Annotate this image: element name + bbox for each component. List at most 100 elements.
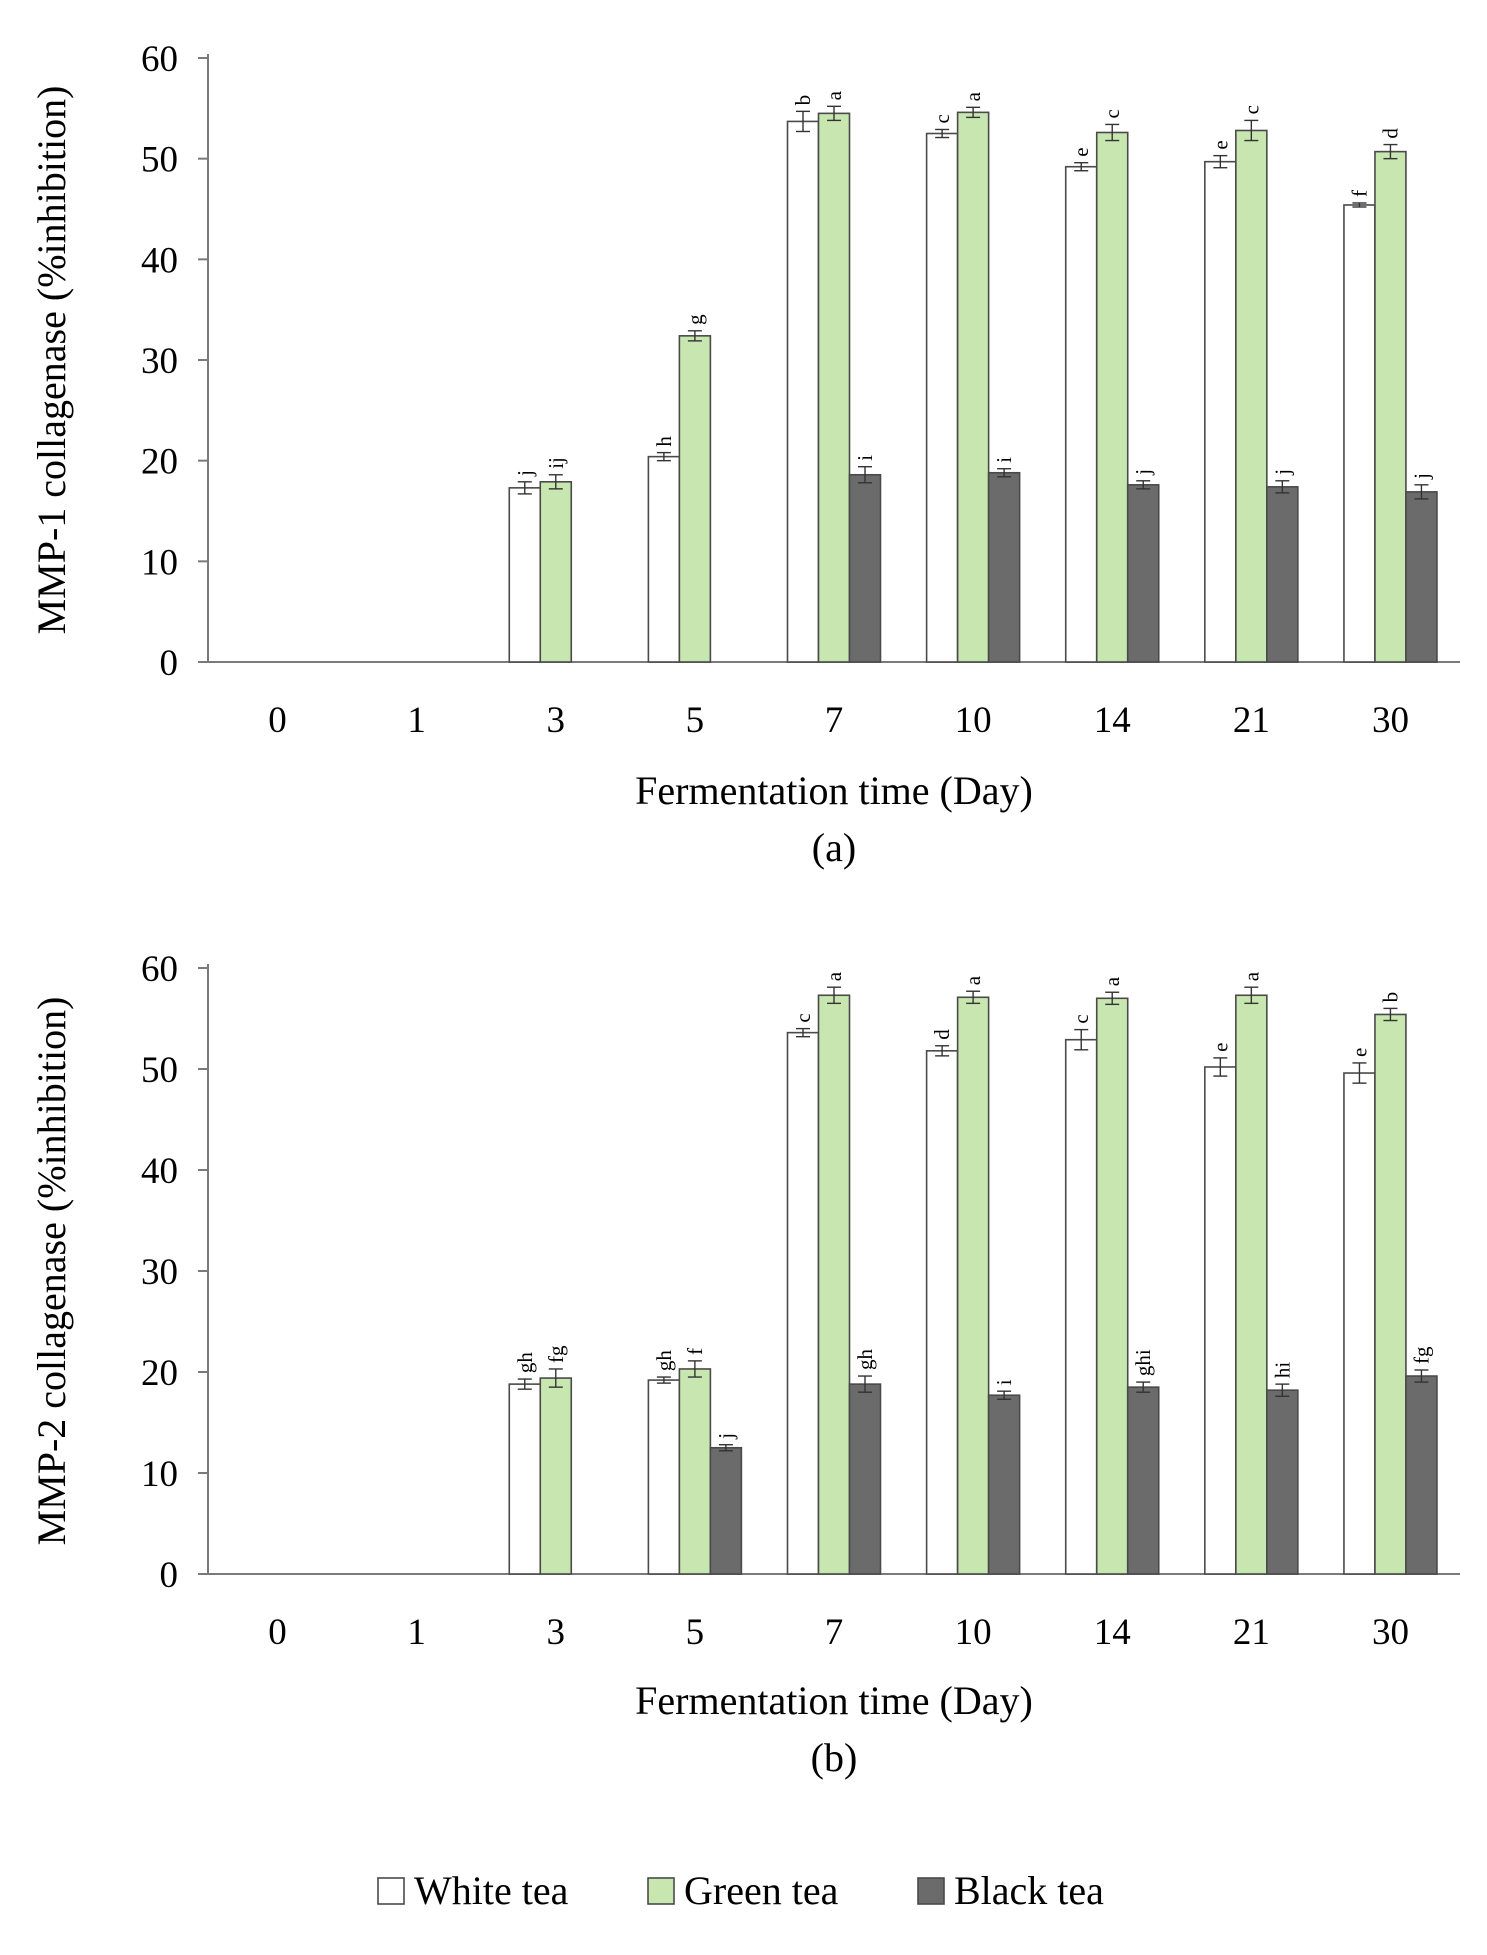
y-tick-label: 50 (141, 140, 178, 181)
error-bar (1136, 1381, 1151, 1393)
error-bar (1383, 1007, 1398, 1022)
significance-label: gh (513, 1352, 537, 1374)
error-bar (997, 1390, 1012, 1400)
bar-black-tea (709, 1446, 743, 1575)
bar-green-tea (1235, 129, 1268, 663)
bar-green-tea (1095, 131, 1129, 663)
y-tick-label: 20 (141, 442, 178, 483)
y-tick-label: 60 (141, 949, 178, 990)
bar-black-tea (1126, 1386, 1160, 1575)
bar-white-tea (508, 487, 542, 663)
y-axis-title: MMP-1 collagenase (%inhibition) (29, 86, 74, 635)
error-bar (966, 990, 981, 1005)
error-bar (796, 110, 810, 133)
bar-white-tea (925, 1050, 959, 1575)
error-bar (1105, 123, 1120, 142)
x-tick-label: 14 (1094, 700, 1131, 741)
y-tick-label: 60 (141, 39, 178, 80)
x-tick-label: 30 (1372, 700, 1409, 741)
significance-label: c (1239, 105, 1263, 114)
significance-label: i (853, 455, 877, 461)
error-bar (1275, 1383, 1290, 1397)
y-tick-label: 30 (141, 341, 178, 382)
error-bar (1275, 480, 1290, 494)
significance-label: gh (853, 1349, 877, 1371)
significance-label: b (791, 95, 815, 106)
error-bar (1213, 1057, 1228, 1077)
significance-label: j (1131, 469, 1155, 476)
bar-white-tea (1064, 1038, 1098, 1575)
bar-black-tea (987, 1394, 1021, 1575)
significance-label: gh (652, 1350, 676, 1372)
significance-label: fg (1409, 1346, 1433, 1364)
x-tick-label: 0 (268, 700, 287, 741)
error-bar (1383, 143, 1398, 160)
bar-white-tea (1343, 204, 1376, 663)
y-tick-label: 0 (160, 643, 179, 684)
bar-green-tea (817, 994, 851, 1575)
significance-label: e (1208, 140, 1232, 149)
significance-label: d (930, 1029, 954, 1040)
significance-label: e (1069, 147, 1093, 156)
error-bar (656, 451, 671, 462)
bar-green-tea (1235, 994, 1268, 1575)
bar-black-tea (1266, 1389, 1299, 1575)
significance-label: c (791, 1013, 815, 1022)
legend: White tea Green tea Black tea (377, 1868, 1104, 1913)
x-tick-label: 21 (1233, 700, 1270, 741)
bar-white-tea (647, 455, 681, 663)
bar-black-tea (848, 473, 882, 663)
error-bar (548, 474, 563, 490)
significance-label: a (822, 971, 846, 981)
y-tick-label: 40 (141, 1151, 178, 1192)
bar-white-tea (647, 1379, 681, 1575)
significance-label: a (822, 90, 846, 100)
x-tick-label: 3 (547, 700, 566, 741)
legend-item-green-tea: Green tea (647, 1868, 839, 1913)
significance-label: ghi (1131, 1349, 1155, 1376)
bar-white-tea (786, 1031, 820, 1575)
significance-label: f (683, 1348, 707, 1355)
y-tick-label: 50 (141, 1050, 178, 1091)
bar-white-tea (786, 120, 820, 663)
bar-white-tea (1343, 1072, 1376, 1575)
bar-black-tea (987, 471, 1021, 663)
error-bar (935, 1045, 950, 1057)
y-tick-label: 10 (141, 1454, 178, 1495)
error-bar (1244, 986, 1259, 1005)
significance-label: h (652, 436, 676, 447)
legend-swatch (647, 1877, 675, 1905)
legend-item-black-tea: Black tea (917, 1868, 1104, 1913)
x-tick-label: 1 (407, 1612, 426, 1653)
significance-label: j (714, 1433, 738, 1440)
x-tick-label: 7 (825, 1612, 844, 1653)
legend-item-white-tea: White tea (377, 1868, 569, 1913)
bar-green-tea (1095, 997, 1129, 1575)
error-bar (687, 1360, 702, 1378)
error-bar (656, 1376, 671, 1384)
error-bar (1414, 1369, 1429, 1383)
x-tick-label: 1 (407, 700, 426, 741)
significance-label: e (1347, 1048, 1371, 1057)
x-tick-label: 5 (686, 1612, 705, 1653)
bar-black-tea (848, 1383, 882, 1575)
significance-label: d (1378, 128, 1402, 139)
y-tick-label: 0 (160, 1555, 179, 1596)
bar-black-tea (1405, 1375, 1438, 1575)
significance-label: c (930, 114, 954, 123)
y-tick-label: 10 (141, 542, 178, 583)
bar-black-tea (1266, 486, 1299, 663)
error-bar (1074, 1028, 1089, 1051)
x-tick-label: 10 (955, 700, 992, 741)
x-axis-title: Fermentation time (Day) (635, 1678, 1033, 1723)
legend-swatch (917, 1877, 945, 1905)
significance-label: c (1100, 109, 1124, 118)
significance-label: g (683, 314, 707, 325)
significance-label: j (1270, 469, 1294, 476)
x-tick-label: 0 (268, 1612, 287, 1653)
significance-label: j (1409, 473, 1433, 480)
error-bar (827, 986, 841, 1005)
significance-label: a (1239, 971, 1263, 981)
error-bar (858, 1375, 872, 1393)
